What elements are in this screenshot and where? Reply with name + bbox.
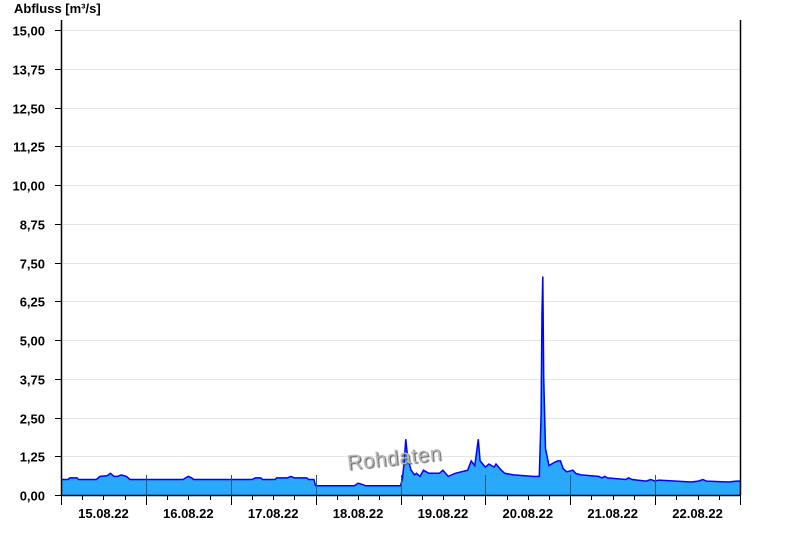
x-tick-label: 17.08.22 — [248, 506, 299, 521]
y-tick-label: 5,00 — [20, 334, 45, 349]
y-tick-label: 6,25 — [20, 295, 45, 310]
y-tick-label: 3,75 — [20, 373, 45, 388]
x-tick-label: 20.08.22 — [503, 506, 554, 521]
x-tick-label: 15.08.22 — [78, 506, 129, 521]
y-tick-label: 0,00 — [20, 489, 45, 504]
series-line — [61, 276, 740, 487]
x-tick-label: 21.08.22 — [587, 506, 638, 521]
y-tick-label: 8,75 — [20, 218, 45, 233]
y-tick-label: 11,25 — [13, 140, 45, 155]
x-tick-label: 18.08.22 — [333, 506, 384, 521]
x-tick-label: 22.08.22 — [672, 506, 723, 521]
y-tick-label: 7,50 — [20, 257, 45, 272]
y-tick-label: 2,50 — [20, 412, 45, 427]
y-tick-label: 10,00 — [12, 179, 45, 194]
y-tick-label: 12,50 — [12, 102, 45, 117]
x-tick-label: 19.08.22 — [418, 506, 469, 521]
y-tick-label: 15,00 — [12, 24, 45, 39]
y-tick-label: 13,75 — [12, 63, 45, 78]
y-axis-label: Abfluss [m³/s] — [14, 1, 101, 16]
y-tick-label: 1,25 — [20, 450, 45, 465]
x-tick-label: 16.08.22 — [163, 506, 214, 521]
